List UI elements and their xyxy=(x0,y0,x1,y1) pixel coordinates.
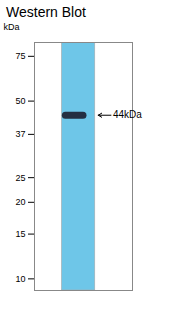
svg-text:37: 37 xyxy=(15,129,25,139)
html-text:Western Blot: Western Blot xyxy=(6,4,86,20)
svg-text:50: 50 xyxy=(15,96,25,106)
svg-text:44kDa: 44kDa xyxy=(113,109,142,120)
svg-text:10: 10 xyxy=(15,274,25,284)
svg-text:15: 15 xyxy=(15,229,25,239)
svg-text:25: 25 xyxy=(15,173,25,183)
svg-text:kDa: kDa xyxy=(4,22,20,32)
svg-text:75: 75 xyxy=(15,51,25,61)
svg-text:20: 20 xyxy=(15,197,25,207)
